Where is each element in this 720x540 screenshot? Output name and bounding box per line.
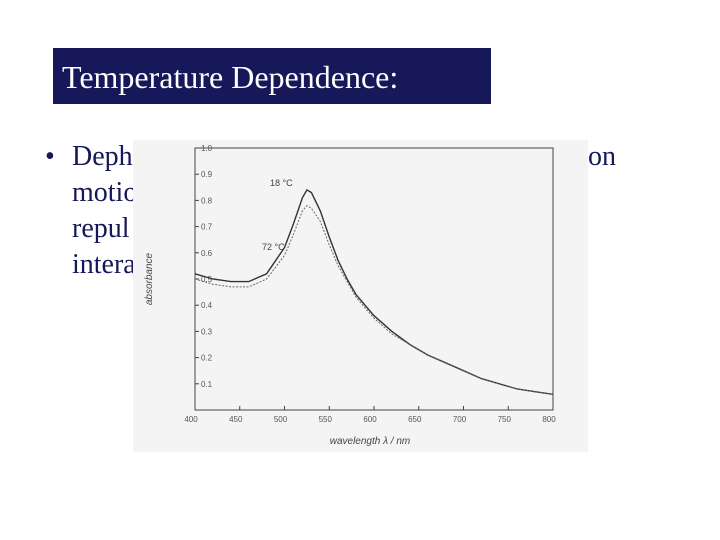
text-fragment: intera — [72, 249, 136, 280]
x-tick-label: 650 — [408, 415, 422, 424]
text-fragment: on — [588, 141, 616, 172]
text-fragment: Deph — [72, 141, 133, 172]
chart-image — [133, 140, 588, 452]
y-tick-label: 1.0 — [201, 144, 213, 153]
slide-title: Temperature Dependence: — [62, 59, 398, 95]
x-tick-label: 550 — [319, 415, 333, 424]
y-tick-label: 0.4 — [201, 301, 213, 310]
y-tick-label: 0.9 — [201, 170, 213, 179]
annotation: 18 °C — [270, 178, 293, 188]
y-tick-label: 0.5 — [201, 275, 213, 284]
annotation: 72 °C — [262, 242, 285, 252]
y-tick-label: 0.1 — [201, 380, 213, 389]
x-tick-label: 400 — [184, 415, 198, 424]
y-tick-label: 0.2 — [201, 354, 213, 363]
x-tick-label: 500 — [274, 415, 288, 424]
y-tick-label: 0.6 — [201, 249, 213, 258]
x-tick-label: 600 — [363, 415, 377, 424]
x-tick-label: 800 — [542, 415, 556, 424]
data-line — [194, 188, 554, 395]
y-axis-label: absorbance — [144, 252, 155, 305]
title-box — [53, 48, 491, 104]
y-tick-label: 0.8 — [201, 196, 213, 205]
text-fragment: motio — [72, 177, 137, 208]
text-fragment: repul — [72, 213, 130, 244]
x-axis-label: wavelength λ / nm — [330, 436, 411, 447]
y-tick-label: 0.3 — [201, 327, 213, 336]
x-tick-label: 750 — [498, 415, 512, 424]
y-tick-label: 0.7 — [201, 223, 213, 232]
x-tick-label: 450 — [229, 415, 243, 424]
bullet: • — [45, 141, 55, 172]
x-tick-label: 700 — [453, 415, 467, 424]
